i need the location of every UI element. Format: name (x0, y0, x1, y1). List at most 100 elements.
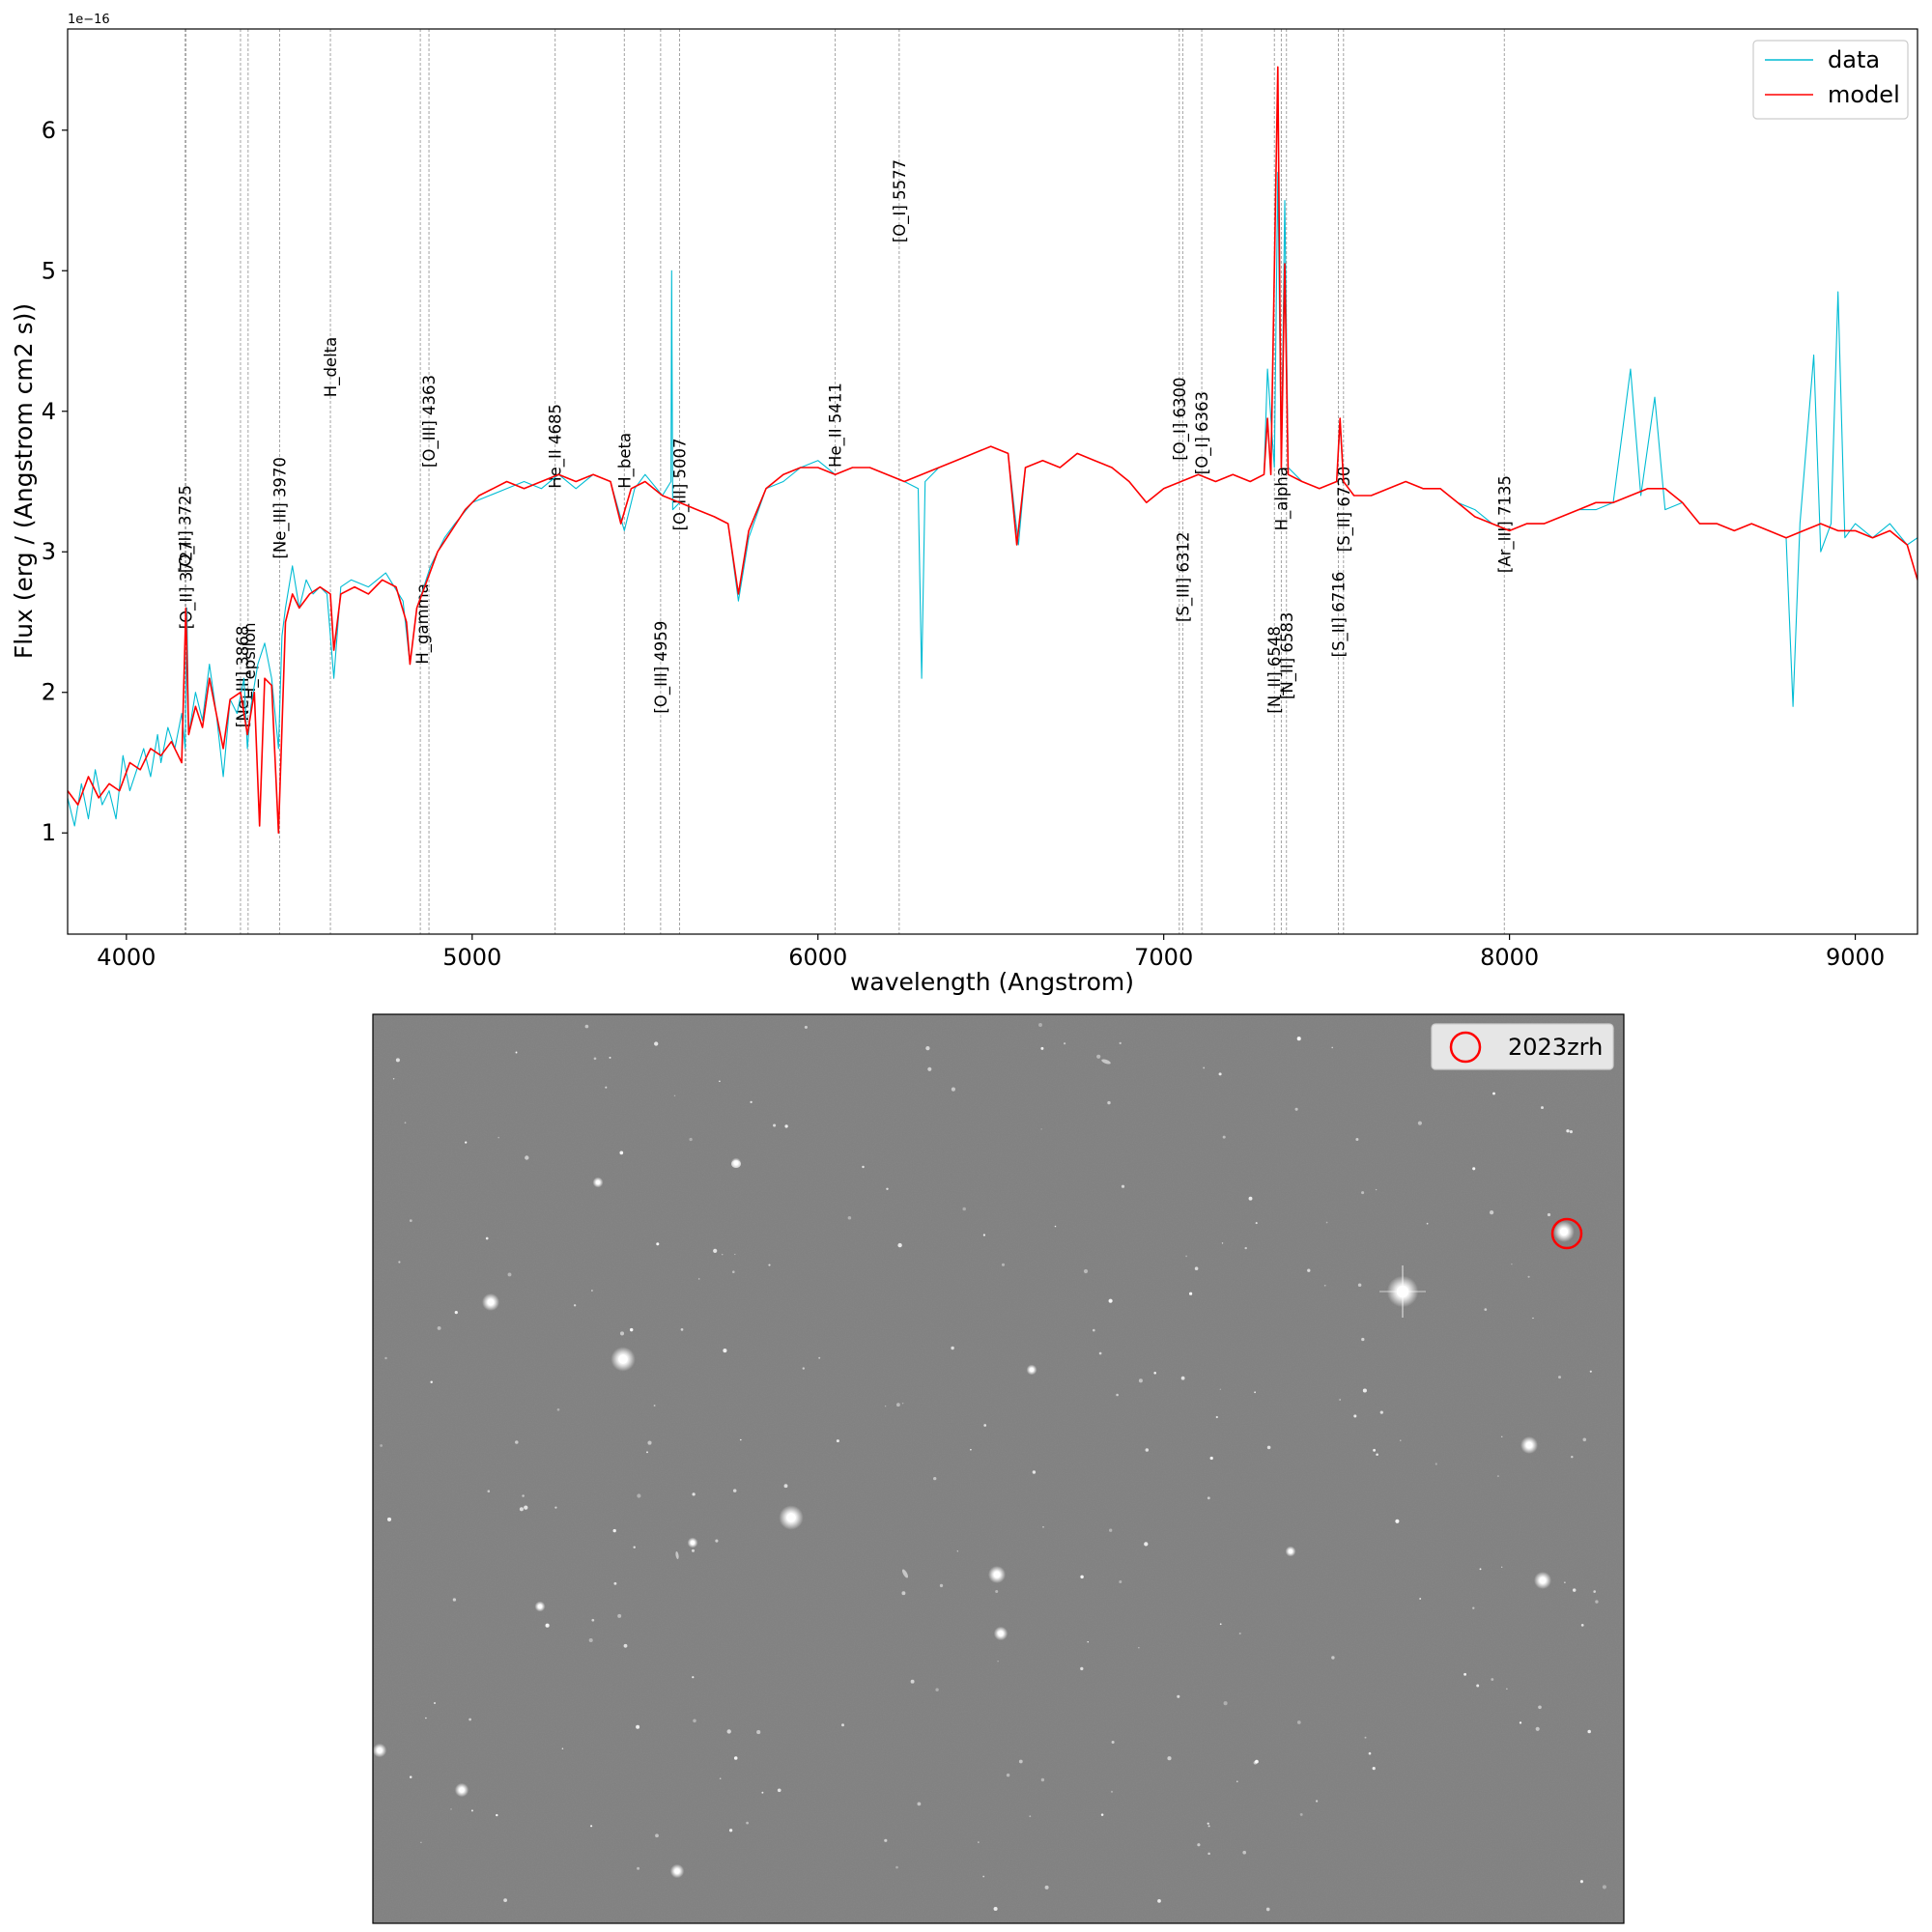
faint-star (556, 1407, 560, 1411)
faint-star (1236, 1780, 1238, 1782)
line-annotation: [O_II] 3725 (177, 485, 196, 573)
faint-star (818, 1356, 821, 1359)
galaxy (675, 1551, 679, 1559)
faint-star (386, 1517, 392, 1521)
faint-star (637, 1493, 641, 1498)
faint-star (951, 1346, 954, 1350)
faint-star (593, 1057, 597, 1061)
faint-star (1294, 1107, 1298, 1111)
faint-star (525, 1155, 529, 1160)
line-annotation: [S_II] 6730 (1335, 467, 1354, 553)
faint-star (430, 1380, 433, 1384)
faint-star (1373, 1448, 1377, 1452)
faint-star (1476, 1684, 1480, 1688)
faint-star (1419, 1598, 1422, 1600)
faint-star (935, 1688, 939, 1691)
faint-star (1435, 1463, 1437, 1465)
faint-star (1255, 1222, 1258, 1225)
faint-star (636, 1724, 640, 1729)
faint-star (633, 1546, 636, 1548)
faint-star (1116, 1393, 1119, 1397)
line-annotation: H_beta (615, 433, 635, 489)
line-annotation: [S_III] 6312 (1174, 532, 1193, 622)
line-annotation: H_gamma (413, 583, 433, 665)
faint-star (1119, 1580, 1122, 1583)
line-annotation: He_II 5411 (827, 383, 846, 468)
faint-star (1044, 1885, 1049, 1889)
star-field (373, 1023, 1606, 1912)
star-core (595, 1179, 601, 1185)
y-tick-label: 5 (42, 257, 56, 284)
line-annotation: H_epsilon (241, 622, 260, 699)
x-tick-label: 4000 (97, 944, 156, 971)
faint-star (619, 1151, 624, 1155)
y-tick-label: 1 (42, 819, 56, 846)
faint-star (739, 1438, 742, 1441)
faint-star (470, 1809, 473, 1812)
faint-star (1207, 1822, 1209, 1825)
faint-star (1587, 1729, 1591, 1734)
faint-star (1054, 1225, 1057, 1228)
faint-star (392, 1078, 395, 1080)
faint-star (1265, 1907, 1270, 1912)
faint-star (1331, 1046, 1334, 1049)
faint-star (1368, 1751, 1372, 1755)
faint-star (1203, 1066, 1206, 1069)
faint-star (1353, 1414, 1357, 1418)
x-tick-label: 8000 (1480, 944, 1539, 971)
line-annotation: [N_II] 6583 (1278, 612, 1297, 699)
faint-star (719, 1080, 721, 1083)
faint-star (380, 1444, 383, 1447)
faint-star (469, 1718, 471, 1721)
faint-star (1355, 1137, 1359, 1142)
faint-star (680, 1328, 684, 1331)
line-annotation: [N_II] 6548 (1265, 626, 1285, 713)
line-annotation: H_alpha (1272, 467, 1292, 530)
faint-star (723, 1349, 727, 1353)
faint-star (895, 1865, 898, 1869)
x-axis-label: wavelength (Angstrom) (850, 968, 1134, 996)
faint-star (1109, 1528, 1113, 1532)
line-annotation: [Ne_III] 3970 (270, 457, 290, 558)
faint-star (1018, 1759, 1023, 1764)
legend-label-data: data (1828, 46, 1880, 73)
faint-star (1417, 1121, 1422, 1125)
faint-star (1532, 1317, 1534, 1320)
x-tick-label: 5000 (442, 944, 501, 971)
faint-star (692, 1676, 695, 1679)
faint-star (1361, 1191, 1365, 1195)
faint-star (970, 1448, 972, 1451)
faint-star (1238, 1632, 1241, 1635)
faint-star (591, 1618, 595, 1622)
faint-star (1221, 1242, 1224, 1244)
faint-star (1558, 1376, 1561, 1379)
faint-star (1145, 1448, 1150, 1452)
faint-star (1307, 1268, 1311, 1272)
line-annotation: [O_I] 5577 (891, 159, 910, 242)
star-core (487, 1298, 495, 1306)
faint-star (522, 1494, 525, 1497)
faint-star (847, 1216, 852, 1220)
faint-star (561, 1747, 564, 1749)
faint-star (1032, 1470, 1037, 1474)
star-core (618, 1354, 628, 1364)
faint-star (590, 1825, 593, 1828)
faint-star (637, 1866, 640, 1870)
faint-star (692, 1492, 696, 1496)
faint-star (1180, 1376, 1185, 1380)
faint-star (1484, 1308, 1488, 1311)
faint-star (655, 1833, 659, 1838)
faint-star (836, 1439, 839, 1443)
faint-star (1042, 1526, 1044, 1528)
faint-star (1080, 1666, 1084, 1671)
faint-star (1254, 1391, 1256, 1394)
faint-star (997, 1661, 999, 1662)
faint-star (1096, 1054, 1101, 1059)
faint-star (1194, 1266, 1199, 1270)
faint-star (656, 1242, 660, 1246)
y-offset-label: 1e−16 (68, 13, 110, 27)
faint-star (750, 1100, 753, 1104)
faint-star (1093, 1328, 1095, 1332)
sky-noise (373, 1014, 1624, 1923)
line-annotation: [S_II] 6716 (1329, 572, 1349, 658)
